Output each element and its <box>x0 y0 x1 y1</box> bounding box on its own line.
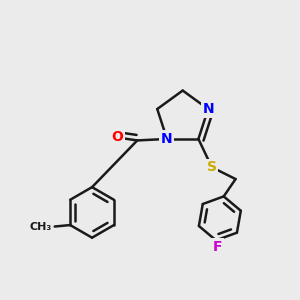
Text: N: N <box>202 102 214 116</box>
Text: S: S <box>207 160 217 174</box>
Text: O: O <box>111 130 123 145</box>
Text: F: F <box>213 240 222 254</box>
Text: N: N <box>161 132 173 146</box>
Text: CH₃: CH₃ <box>29 221 52 232</box>
